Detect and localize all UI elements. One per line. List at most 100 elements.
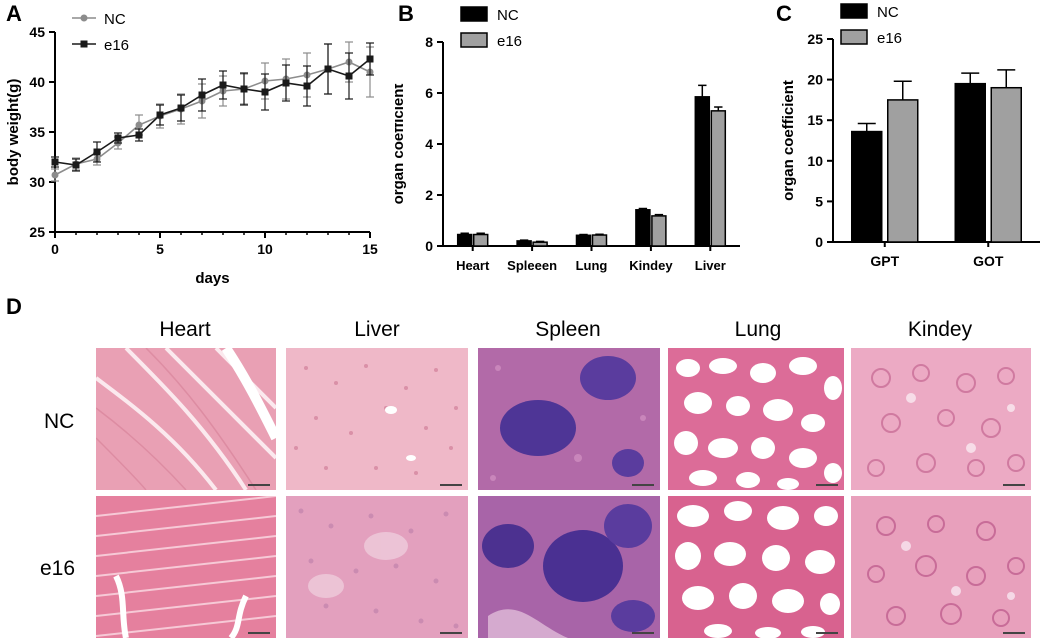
tile-heart-nc [96,348,276,490]
x-tick-label: 15 [362,241,378,257]
bar-e16-GOT [990,86,1022,243]
scale-bar [1003,484,1025,486]
y-axis-title: organ coefficient [395,84,407,205]
legend-label-e16: e16 [877,30,902,47]
legend-marker-NC [80,14,88,22]
data-point-e16 [282,79,290,87]
legend-label-e16: e16 [497,33,522,50]
tile-spleen-nc [478,348,660,490]
y-tick-label: 0 [815,234,823,250]
bar-e16-GPT [887,99,919,243]
legend-label-NC: NC [497,7,519,24]
scale-bar [816,632,838,634]
data-point-NC [135,121,143,129]
x-tick-label: Spleeen [507,258,557,273]
liver-enzyme-bar-chart: 0 5 10 15 20 25 organ coefficient GPT GOT NC e16 [780,3,1040,269]
panel-label-a: A [6,1,22,26]
data-point-e16 [51,158,59,166]
y-tick-label: 20 [807,72,823,88]
y-tick-label: 2 [425,187,433,203]
data-point-e16 [219,81,227,89]
bar-e16-Spleeen [532,241,548,247]
scale-bar [440,632,462,634]
y-tick-label: 8 [425,34,433,50]
legend-swatch-e16 [460,32,488,48]
y-tick-label: 40 [29,74,45,90]
panel-label-b: B [398,1,414,26]
y-tick-label: 4 [425,136,433,152]
bar-NC-Heart [456,233,473,247]
histology-col-lung: Lung [734,318,782,341]
y-tick-label: 45 [29,24,45,40]
data-point-e16 [345,72,353,80]
data-point-e16 [114,134,122,142]
data-point-e16 [93,148,101,156]
data-point-e16 [177,104,185,112]
panel-label-c: C [776,1,792,26]
data-point-e16 [135,131,143,139]
data-point-e16 [198,91,206,99]
y-tick-label: 25 [807,31,823,47]
histology-col-kidney: Kindey [907,318,973,341]
bar-NC-Liver [694,96,711,247]
data-point-e16 [156,111,164,119]
series-line-NC [54,61,371,176]
legend-swatch-e16 [840,29,868,45]
histology-col-heart: Heart [159,318,211,341]
data-point-e16 [72,161,80,169]
x-tick-label: Liver [695,258,726,273]
legend-marker-e16 [80,40,88,48]
x-tick-label: Heart [456,258,490,273]
y-axis-title: organ coefficient [780,80,797,201]
bar-NC-GPT [851,130,883,243]
x-tick-label: GPT [870,253,899,269]
x-tick-label: 0 [51,241,59,257]
x-axis-title: days [195,270,229,287]
y-tick-label: 15 [807,112,823,128]
scale-bar [816,484,838,486]
scale-bar [632,632,654,634]
panel-label-d: D [6,294,22,319]
organ-coefficient-bar-chart: 0 2 4 6 8 organ coefficient Heart Spleeen Lung Ki… [395,6,740,273]
scale-bar [248,632,270,634]
legend-label-NC: NC [104,11,126,28]
scale-bar [632,484,654,486]
tile-heart-e16 [96,496,276,638]
data-point-e16 [240,85,248,93]
bar-NC-Kindey [635,209,651,247]
histology-row-e16: e16 [40,557,76,580]
data-point-e16 [303,82,311,90]
y-tick-label: 10 [807,153,823,169]
tile-kidney-nc [851,348,1031,490]
tile-liver-nc [286,348,468,490]
y-tick-label: 5 [815,193,823,209]
series-line-e16 [54,58,371,166]
x-tick-label: 10 [257,241,273,257]
bar-e16-Lung [591,234,608,247]
bar-e16-Liver [710,110,727,247]
tile-kidney-e16 [851,496,1031,638]
y-tick-label: 30 [29,174,45,190]
legend-label-NC: NC [877,4,899,21]
scale-bar [440,484,462,486]
x-tick-label: GOT [973,253,1004,269]
histology-col-spleen: Spleen [535,318,601,341]
body-weight-line-chart: 25 30 35 40 45 0 5 10 15 days body weight(g) NC e16 [5,11,378,287]
y-tick-label: 0 [425,238,433,254]
bar-NC-Spleeen [516,240,532,247]
x-tick-label: Lung [576,258,608,273]
x-tick-label: 5 [156,241,164,257]
bar-NC-GOT [954,82,986,243]
bar-e16-Heart [472,233,489,247]
data-point-NC [51,171,59,179]
y-tick-label: 25 [29,224,45,240]
tile-lung-nc [668,348,844,490]
histology-row-nc: NC [44,410,75,433]
scale-bar [248,484,270,486]
y-axis-title: body weight(g) [5,79,22,186]
y-tick-label: 6 [425,85,433,101]
tile-spleen-e16 [478,496,660,638]
data-point-e16 [324,65,332,73]
histology-col-liver: Liver [354,318,400,341]
